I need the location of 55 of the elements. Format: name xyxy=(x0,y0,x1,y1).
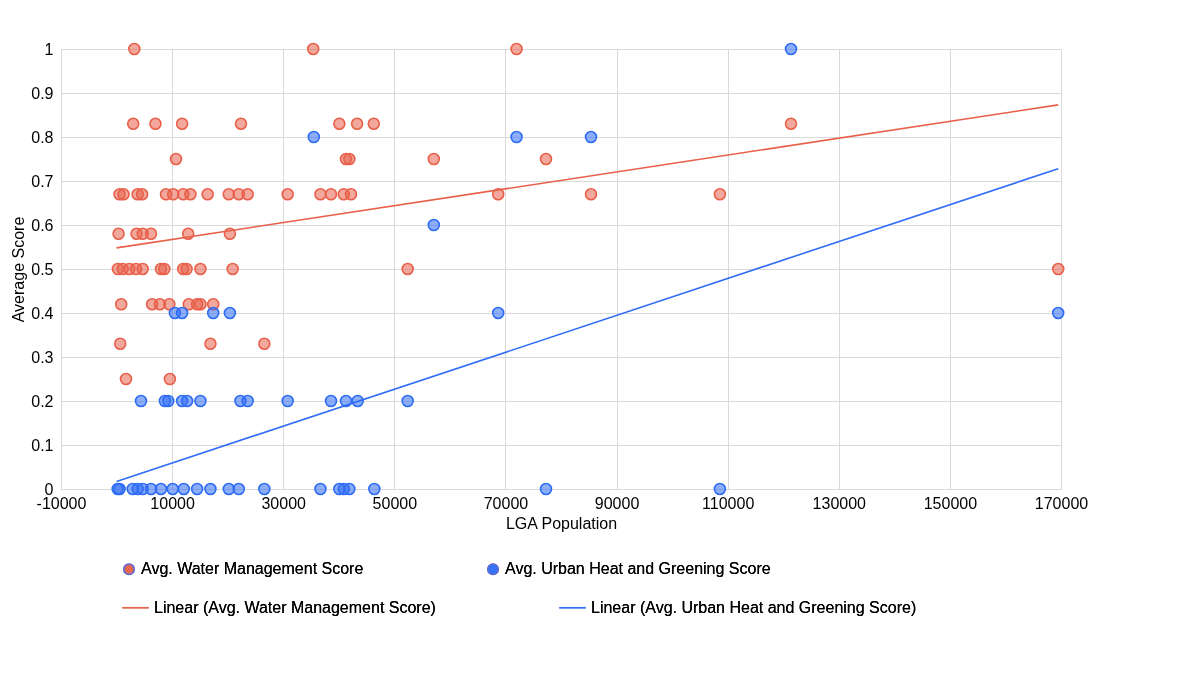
point xyxy=(194,394,207,408)
point xyxy=(180,394,194,408)
x-tick-label: 90000 xyxy=(594,494,640,512)
legend-label: Linear (Avg. Water Management Score) xyxy=(154,598,436,616)
point xyxy=(427,218,441,232)
y-tick-label: 0.2 xyxy=(31,392,54,410)
legend-label: Linear (Avg. Urban Heat and Greening Score) xyxy=(591,598,917,616)
x-tick-label: 150000 xyxy=(923,494,978,512)
y-tick-label: 0.6 xyxy=(31,216,54,234)
x-tick-label: 10000 xyxy=(150,494,195,512)
point xyxy=(223,306,237,320)
point xyxy=(166,482,179,496)
y-tick-label: 0.4 xyxy=(31,304,54,322)
y-tick-label: 0.8 xyxy=(31,128,54,146)
x-tick-label: 30000 xyxy=(261,494,307,512)
point xyxy=(175,306,189,320)
y-tick-label: 1 xyxy=(44,40,54,58)
y-tick-label: 0.7 xyxy=(31,172,54,190)
point xyxy=(314,482,327,496)
point xyxy=(177,482,191,496)
x-axis-title: LGA Population xyxy=(505,514,618,532)
y-tick-label: 0.9 xyxy=(31,84,54,102)
point xyxy=(206,306,220,320)
point xyxy=(713,482,727,496)
point xyxy=(204,482,217,496)
legend-label: Avg. Urban Heat and Greening Score xyxy=(505,560,771,578)
point xyxy=(190,482,204,496)
point xyxy=(343,482,356,496)
point xyxy=(584,130,598,144)
legend-label: Avg. Water Management Score xyxy=(141,560,364,578)
x-tick-label: 130000 xyxy=(812,494,867,512)
point xyxy=(258,482,271,496)
x-tick-label: 50000 xyxy=(372,494,418,512)
point xyxy=(232,482,246,496)
y-axis-title: Average Score xyxy=(10,216,28,323)
x-tick-label: 170000 xyxy=(1034,494,1089,512)
y-tick-label: 0.1 xyxy=(31,436,54,454)
point xyxy=(281,394,294,408)
y-tick-label: 0.5 xyxy=(31,260,54,278)
point xyxy=(539,482,553,496)
point xyxy=(368,482,381,496)
y-tick-label: 0.3 xyxy=(31,348,54,366)
point xyxy=(241,394,254,408)
point xyxy=(222,482,236,496)
point xyxy=(324,394,338,408)
point xyxy=(510,130,523,144)
point xyxy=(784,42,798,56)
point xyxy=(307,130,321,144)
point xyxy=(134,394,148,408)
point xyxy=(154,482,168,496)
point xyxy=(1051,306,1065,320)
point xyxy=(491,306,505,320)
x-tick-label: 110000 xyxy=(702,494,755,512)
x-tick-label: 70000 xyxy=(483,494,529,512)
point xyxy=(401,394,414,408)
